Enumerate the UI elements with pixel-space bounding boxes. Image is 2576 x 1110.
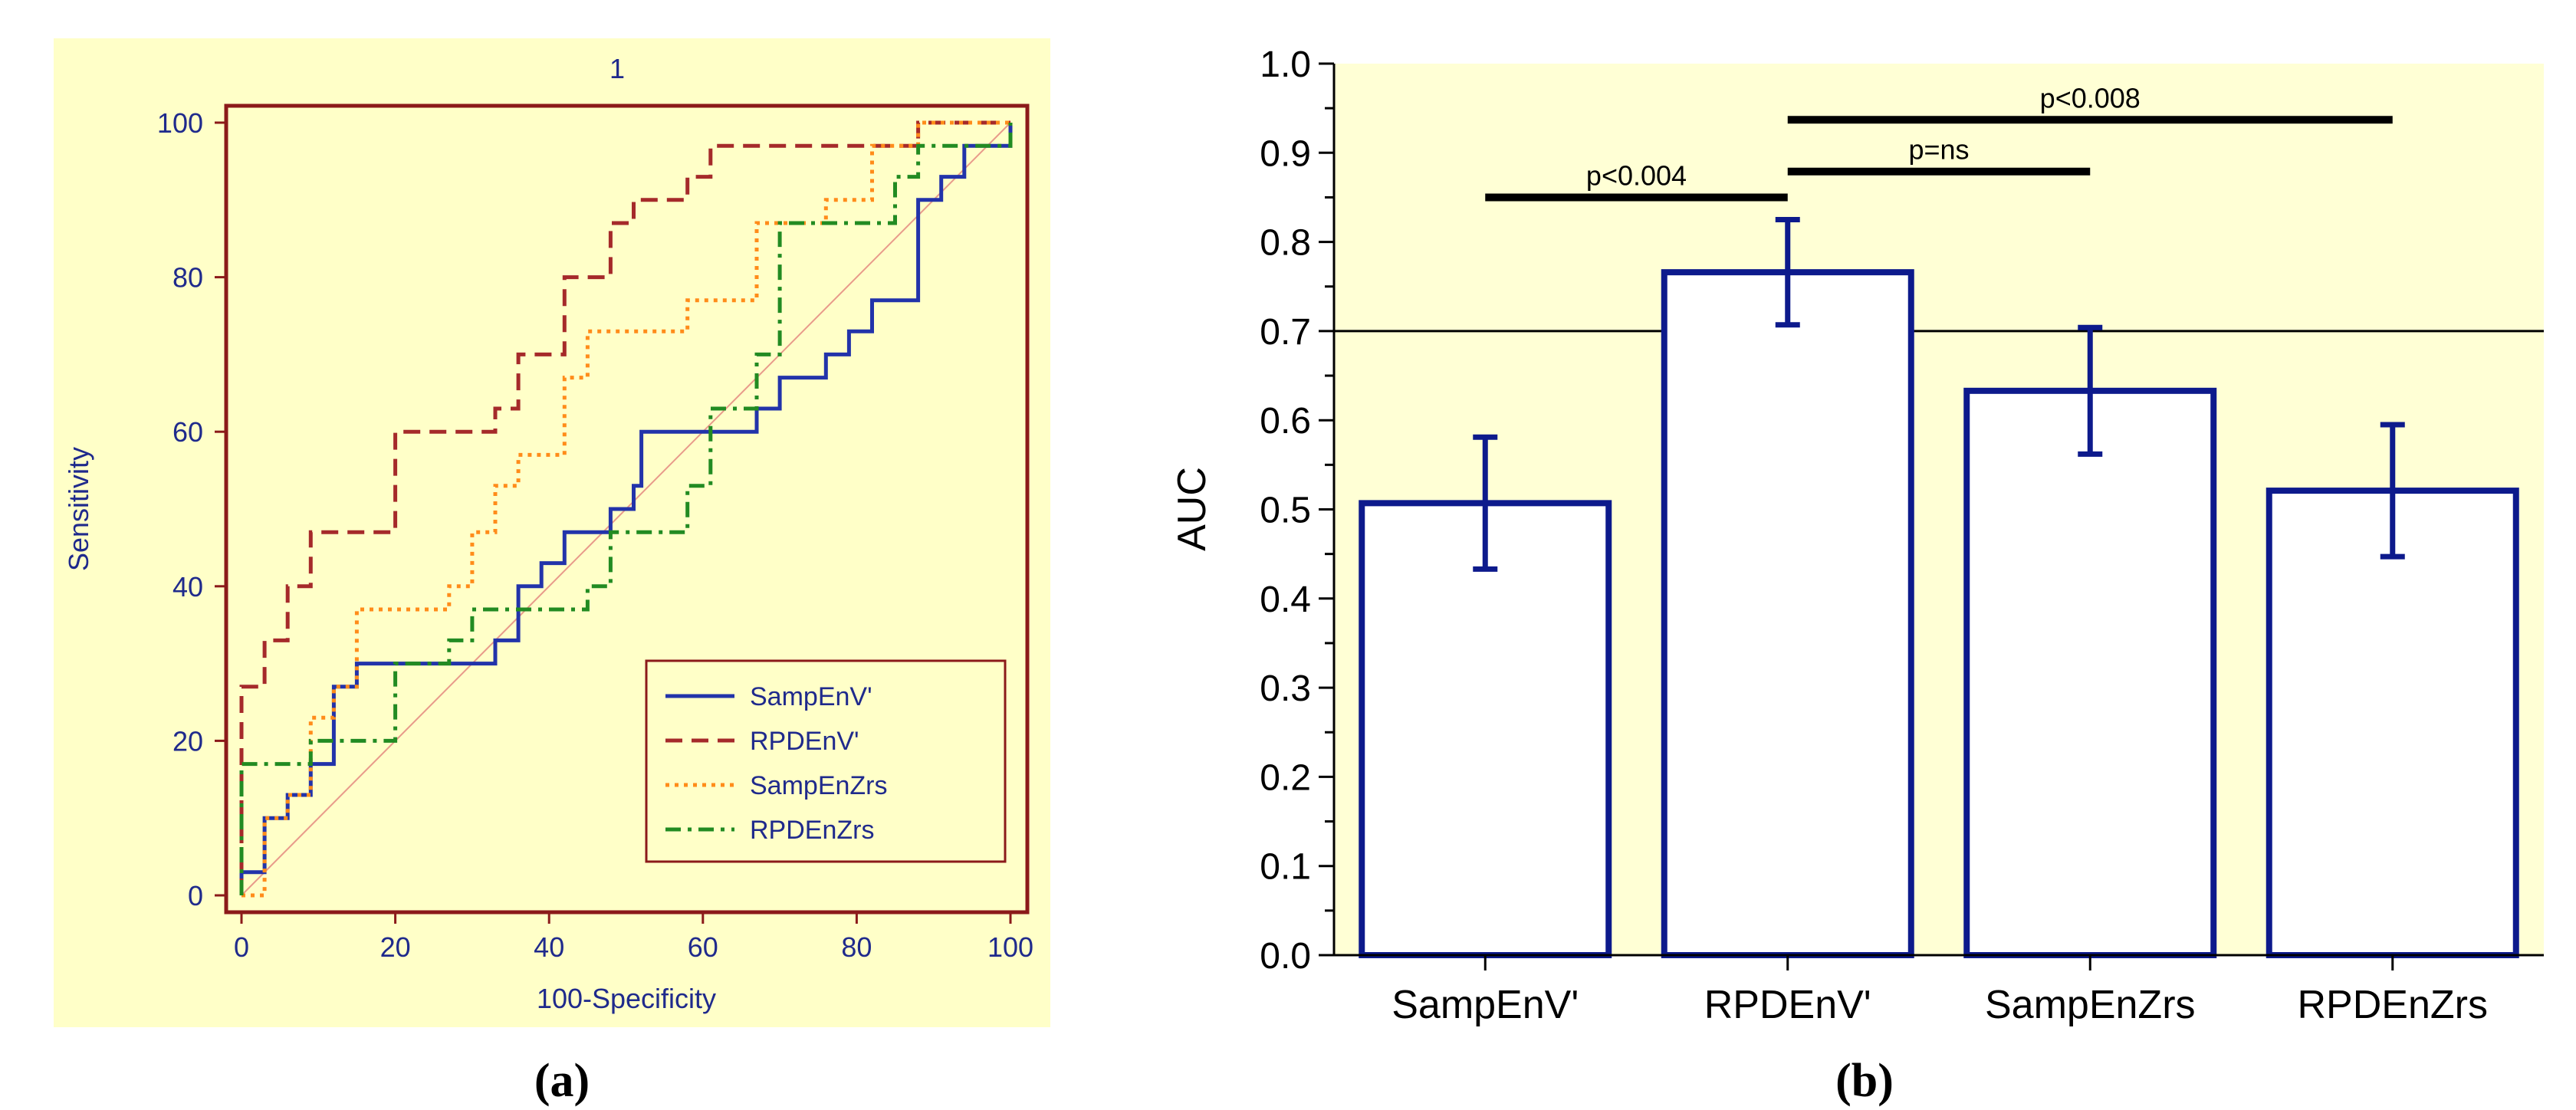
roc-x-axis-label: 100-Specificity — [537, 983, 716, 1014]
roc-plot-frame — [224, 103, 1030, 915]
roc-y-tick-label: 100 — [157, 107, 203, 139]
significance-label: p=ns — [1908, 134, 1969, 166]
legend-label-sampenv: SampEnV' — [750, 682, 872, 711]
roc-chart: 1 0 20 40 60 80 100 0 20 40 60 80 100 100-Specific… — [54, 38, 1050, 1107]
roc-series-group — [239, 120, 1013, 898]
roc-curve-sampenv — [239, 123, 1013, 895]
bar-y-tick-label: 1.0 — [1260, 44, 1311, 85]
bar-y-tick-label: 0.9 — [1260, 133, 1311, 174]
bar-y-tick-label: 0.8 — [1260, 223, 1311, 264]
roc-x-tick-label: 0 — [234, 931, 249, 963]
bar-x-tick-label: RPDEnZrs — [2298, 983, 2488, 1027]
bar-marks — [1359, 217, 2519, 959]
bar-rpdenv — [1661, 269, 1914, 958]
roc-y-tick-label: 20 — [172, 725, 203, 757]
legend-label-rpdenv: RPDEnV' — [750, 727, 859, 756]
roc-y-tick-label: 80 — [172, 262, 203, 294]
bar-sampenv — [1359, 500, 1612, 958]
bar-rpdenzrs — [2266, 488, 2519, 958]
bar-y-tick-label: 0.6 — [1260, 401, 1311, 442]
roc-x-ticks: 0 20 40 60 80 100 — [234, 912, 1033, 963]
bar-sampenzrs — [1963, 387, 2217, 959]
roc-x-tick-label: 40 — [534, 931, 564, 963]
roc-title: 1 — [610, 53, 625, 84]
bar-y-tick-label: 0.2 — [1260, 757, 1311, 798]
bar-x-ticks: SampEnV' RPDEnV' SampEnZrs RPDEnZrs — [1392, 955, 2488, 1027]
bar-y-ticks: 0.0 0.1 0.2 0.3 0.4 0.5 0.6 0.7 0.8 0.9 1.0 — [1260, 44, 1334, 977]
panel-label-b: (b) — [1835, 1055, 1894, 1107]
roc-y-tick-label: 40 — [172, 571, 203, 603]
significance-annotations: p<0.004 p=ns p<0.008 — [1485, 82, 2393, 202]
panel-label-a: (a) — [534, 1055, 590, 1107]
roc-y-tick-label: 0 — [188, 880, 203, 911]
roc-background — [54, 38, 1050, 1027]
roc-x-tick-label: 20 — [380, 931, 411, 963]
roc-y-axis-label: Sensitivity — [63, 447, 94, 571]
roc-x-tick-label: 60 — [688, 931, 718, 963]
bar-y-tick-label: 0.1 — [1260, 847, 1311, 888]
roc-y-tick-label: 60 — [172, 416, 203, 448]
roc-curve-rpdenzrs — [239, 123, 1013, 895]
bar-x-tick-label: SampEnV' — [1392, 983, 1579, 1027]
bar-y-tick-label: 0.4 — [1260, 580, 1311, 620]
bar-x-tick-label: RPDEnV' — [1704, 983, 1871, 1027]
bar-y-tick-label: 0.5 — [1260, 491, 1311, 531]
bar-x-tick-label: SampEnZrs — [1985, 983, 2196, 1027]
bar-y-axis-label: AUC — [1170, 467, 1214, 551]
significance-label: p<0.004 — [1586, 159, 1687, 191]
roc-curve-sampenzrs — [242, 120, 1010, 898]
roc-legend-box — [645, 659, 1007, 863]
roc-curve-rpdenv — [239, 120, 1010, 895]
bar-y-tick-label: 0.3 — [1260, 668, 1311, 709]
bar-y-tick-label: 0.0 — [1260, 936, 1311, 977]
legend-label-sampenzrs: SampEnZrs — [750, 771, 888, 800]
significance-label: p<0.008 — [2040, 82, 2141, 113]
roc-x-tick-label: 100 — [987, 931, 1033, 963]
bar-y-tick-label: 0.7 — [1260, 312, 1311, 353]
auc-bar-chart: p<0.004 p=ns p<0.008 0.0 0.1 0.2 0.3 0.4 0.5 0.6… — [1170, 44, 2544, 1107]
legend-label-rpdenzrs: RPDEnZrs — [750, 816, 874, 845]
roc-legend: SampEnV' RPDEnV' SampEnZrs RPDEnZrs — [645, 659, 1007, 863]
roc-x-tick-label: 80 — [841, 931, 872, 963]
roc-y-ticks: 0 20 40 60 80 100 — [157, 107, 226, 911]
